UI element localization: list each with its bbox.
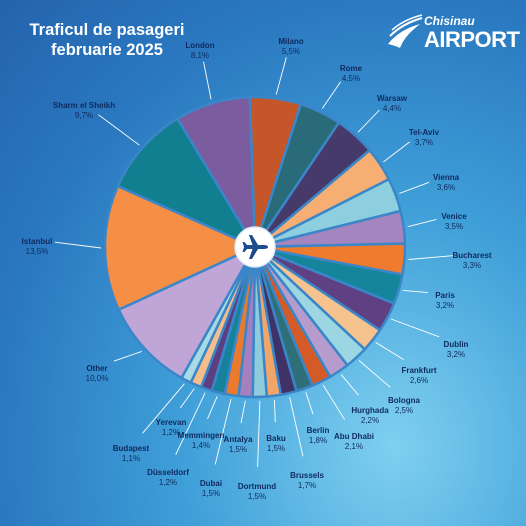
slice-label-milano: Milano [278,37,303,46]
leader-line-paris [402,289,429,294]
slice-value-vienna: 3,6% [437,183,455,192]
slice-label-budapest: Budapest [113,444,150,453]
leader-line-istanbul [54,241,102,249]
slice-label-frankfurt: Frankfurt [401,366,436,375]
slice-value-yerevan: 1,2% [162,428,180,437]
slice-value-abu-dhabi: 2,1% [345,442,363,451]
center-badge [234,226,276,268]
leader-line-rome [321,81,342,109]
title-line-1: Traficul de pasageri [29,21,185,39]
leader-line-bologna [358,360,391,388]
slice-label-d-sseldorf: Düsseldorf [147,468,189,477]
slice-value-dublin: 3,2% [447,350,465,359]
slice-label-rome: Rome [340,64,363,73]
leader-line-d-sseldorf [175,392,206,455]
slice-label-brussels: Brussels [290,471,324,480]
slice-label-dortmund: Dortmund [238,482,276,491]
leader-line-berlin [305,392,314,415]
slice-label-other: Other [86,364,107,373]
leader-line-frankfurt [375,342,404,360]
slice-label-bucharest: Bucharest [452,251,491,260]
pie-slice-london [176,95,257,249]
slice-value-other: 10,0% [86,374,109,383]
chart-title: Traficul de pasageri februarie 2025 [12,20,202,60]
slice-value-antalya: 1,5% [229,445,247,454]
slice-value-london: 8,1% [191,51,209,60]
slice-value-brussels: 1,7% [298,481,316,490]
title-line-2: februarie 2025 [51,41,163,59]
slice-label-warsaw: Warsaw [377,94,408,103]
leader-line-sharm-el-sheikh [98,114,140,146]
leader-line-london [203,61,212,100]
slice-label-abu-dhabi: Abu Dhabi [334,432,374,441]
slice-value-warsaw: 4,4% [383,104,401,113]
leader-line-bucharest [408,255,455,260]
slice-label-bologna: Bologna [388,396,421,405]
leader-line-antalya [240,400,246,424]
slice-value-budapest: 1,1% [122,454,140,463]
leader-line-venice [407,218,437,228]
logo-chisinau-text: Chisinau [424,14,475,28]
leader-line-vienna [399,181,430,194]
leader-line-memmingen [207,396,218,420]
leader-line-hurghada [340,374,359,396]
slice-label-berlin: Berlin [307,426,330,435]
slice-value-berlin: 1,8% [309,436,327,445]
airplane-icon [242,235,268,259]
slice-value-sharm-el-sheikh: 9,7% [75,111,93,120]
slice-label-london: London [185,41,214,50]
slice-label-venice: Venice [441,212,467,221]
slice-value-tel-aviv: 3,7% [415,138,433,147]
slice-value-paris: 3,2% [436,301,454,310]
slice-label-dubai: Dubai [200,479,222,488]
slice-value-istanbul: 13,5% [26,247,49,256]
leader-line-dortmund [257,400,261,468]
leader-line-tel-aviv [383,141,410,163]
slice-value-venice: 3,5% [445,222,463,231]
slice-value-rome: 4,5% [342,74,360,83]
leader-line-abu-dhabi [322,384,345,420]
logo-airport-text: AIRPORT [424,27,520,52]
slice-value-frankfurt: 2,6% [410,376,428,385]
leader-line-brussels [289,397,304,457]
slice-value-d-sseldorf: 1,2% [159,478,177,487]
slice-label-antalya: Antalya [224,435,253,444]
slice-value-bucharest: 3,3% [463,261,481,270]
leader-line-other [113,350,142,362]
slice-label-dublin: Dublin [444,340,469,349]
pie-slice-istanbul [103,184,257,311]
slice-label-paris: Paris [435,291,455,300]
leader-line-baku [273,399,276,423]
slice-value-bologna: 2,5% [395,406,413,415]
leader-line-yerevan [179,388,195,409]
leader-line-dubai [214,398,232,465]
slice-label-tel-aviv: Tel-Aviv [409,128,440,137]
leader-line-dublin [390,318,440,338]
slice-value-milano: 5,5% [282,47,300,56]
slice-label-vienna: Vienna [433,173,460,182]
leader-line-budapest [142,383,185,434]
slice-label-yerevan: Yerevan [156,418,187,427]
slice-value-dubai: 1,5% [202,489,220,498]
leader-line-warsaw [357,109,380,133]
slice-label-memmingen: Memmingen [178,431,225,440]
slice-value-hurghada: 2,2% [361,416,379,425]
slice-label-baku: Baku [266,434,286,443]
slice-label-hurghada: Hurghada [351,406,389,415]
slice-value-baku: 1,5% [267,444,285,453]
pie-slice-other [117,245,257,380]
slice-value-memmingen: 1,4% [192,441,210,450]
slice-label-istanbul: Istanbul [22,237,53,246]
airport-logo: Chisinau AIRPORT [384,14,520,58]
slice-label-sharm-el-sheikh: Sharm el Sheikh [53,101,115,110]
bird-logo-icon [388,14,423,48]
slice-value-dortmund: 1,5% [248,492,266,501]
leader-line-milano [275,57,287,95]
pie-slice-sharm-el-sheikh [116,117,257,249]
